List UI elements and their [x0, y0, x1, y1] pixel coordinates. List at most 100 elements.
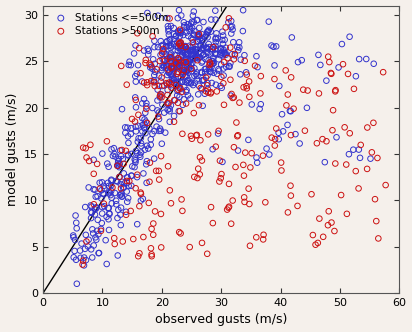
- Stations <=500m: [218, 47, 224, 52]
- Stations <=500m: [212, 17, 219, 22]
- Stations <=500m: [163, 65, 170, 70]
- Stations <=500m: [188, 81, 194, 86]
- Stations <=500m: [115, 156, 122, 162]
- Stations <=500m: [199, 70, 205, 75]
- Stations <=500m: [120, 185, 126, 191]
- Stations <=500m: [265, 19, 272, 24]
- Stations <=500m: [174, 63, 181, 68]
- Stations >500m: [285, 210, 291, 215]
- Stations <=500m: [174, 40, 180, 45]
- Stations <=500m: [132, 124, 139, 129]
- Stations <=500m: [161, 63, 168, 68]
- Stations <=500m: [176, 8, 183, 13]
- Stations <=500m: [115, 160, 122, 166]
- Stations >500m: [152, 83, 158, 89]
- Stations <=500m: [129, 164, 136, 169]
- Stations <=500m: [82, 246, 88, 252]
- Stations <=500m: [134, 175, 140, 180]
- Stations <=500m: [284, 122, 291, 127]
- Stations >500m: [171, 98, 178, 103]
- Stations >500m: [332, 161, 339, 166]
- Stations <=500m: [175, 43, 181, 49]
- Stations <=500m: [194, 38, 201, 43]
- Stations >500m: [314, 240, 321, 246]
- Stations >500m: [132, 119, 138, 124]
- Stations <=500m: [172, 98, 178, 103]
- Stations <=500m: [88, 215, 94, 221]
- Stations <=500m: [94, 217, 101, 222]
- Stations <=500m: [85, 185, 92, 190]
- Stations <=500m: [173, 34, 179, 39]
- Stations >500m: [221, 102, 227, 108]
- Stations <=500m: [201, 91, 208, 96]
- Stations >500m: [158, 153, 164, 159]
- Stations <=500m: [212, 43, 219, 48]
- Stations <=500m: [151, 73, 158, 78]
- Stations <=500m: [138, 143, 145, 149]
- Stations >500m: [308, 192, 315, 197]
- Stations <=500m: [120, 171, 127, 176]
- Stations >500m: [144, 82, 150, 88]
- Stations <=500m: [228, 18, 234, 24]
- Stations <=500m: [245, 137, 252, 142]
- Stations <=500m: [196, 37, 203, 42]
- Stations >500m: [288, 132, 294, 138]
- Stations <=500m: [186, 24, 193, 30]
- Stations <=500m: [180, 70, 187, 75]
- Stations <=500m: [190, 57, 197, 62]
- Stations >500m: [165, 164, 171, 169]
- Stations <=500m: [268, 43, 275, 48]
- Stations <=500m: [124, 180, 130, 186]
- Stations <=500m: [158, 43, 165, 48]
- Stations >500m: [197, 137, 204, 143]
- Stations <=500m: [174, 16, 181, 21]
- Stations <=500m: [135, 62, 141, 68]
- Stations >500m: [144, 80, 150, 85]
- Stations <=500m: [180, 102, 186, 108]
- Stations >500m: [103, 139, 110, 144]
- Stations >500m: [272, 136, 279, 142]
- Stations <=500m: [212, 51, 219, 57]
- Stations <=500m: [84, 244, 91, 249]
- Stations <=500m: [232, 53, 238, 58]
- Stations <=500m: [82, 232, 89, 237]
- Stations <=500m: [70, 233, 77, 238]
- Stations <=500m: [187, 44, 194, 50]
- Stations <=500m: [132, 43, 139, 48]
- Stations >500m: [148, 252, 155, 257]
- Stations >500m: [138, 191, 144, 197]
- Stations >500m: [196, 32, 202, 37]
- Stations <=500m: [169, 76, 175, 82]
- Stations <=500m: [196, 25, 203, 31]
- Stations <=500m: [157, 52, 164, 58]
- Stations >500m: [262, 200, 269, 205]
- Stations <=500m: [82, 205, 89, 210]
- Stations <=500m: [145, 52, 152, 57]
- Stations <=500m: [174, 80, 181, 85]
- Stations >500m: [166, 16, 173, 21]
- Stations <=500m: [137, 154, 144, 159]
- Stations >500m: [151, 80, 158, 85]
- Stations <=500m: [113, 178, 119, 184]
- Stations >500m: [355, 186, 362, 191]
- Stations <=500m: [156, 73, 162, 78]
- Stations <=500m: [202, 70, 208, 75]
- Stations >500m: [225, 205, 232, 210]
- Stations <=500m: [187, 96, 194, 101]
- Stations <=500m: [193, 72, 199, 77]
- Stations <=500m: [229, 27, 236, 32]
- Stations <=500m: [210, 45, 217, 50]
- Stations <=500m: [191, 29, 198, 34]
- Stations >500m: [224, 207, 230, 212]
- Stations <=500m: [218, 50, 225, 55]
- Stations >500m: [326, 59, 332, 65]
- Stations <=500m: [133, 71, 140, 76]
- Stations <=500m: [121, 181, 128, 186]
- Stations >500m: [210, 220, 216, 226]
- Stations <=500m: [214, 46, 221, 51]
- Stations <=500m: [295, 59, 301, 65]
- Stations >500m: [287, 183, 294, 188]
- Stations <=500m: [124, 175, 130, 180]
- Stations >500m: [132, 186, 139, 191]
- Stations <=500m: [222, 45, 229, 50]
